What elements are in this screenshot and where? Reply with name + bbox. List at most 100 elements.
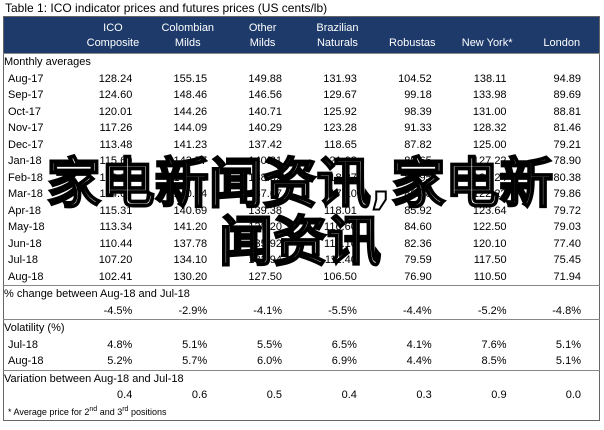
row-label: May-18 (8, 221, 45, 234)
cell: 129.67 (323, 89, 357, 102)
cell: 135.92 (248, 237, 283, 250)
cell: 79.72 (553, 204, 581, 217)
cell: 110.44 (99, 237, 133, 250)
cell: 4.1% (406, 338, 432, 351)
cell: 5.5% (256, 338, 283, 351)
cell: -4.1% (253, 304, 283, 317)
cell: 0.4 (341, 389, 357, 402)
corner-cell (3, 16, 76, 54)
cell: 99.18 (404, 89, 432, 102)
row-label: Nov-17 (8, 122, 44, 135)
cell: 130.20 (173, 270, 208, 283)
row-label: Oct-17 (8, 105, 42, 118)
section-row: % change between Aug-18 and Jul-18 (3, 285, 600, 303)
cell: 110.50 (473, 270, 507, 283)
cell: 113.48 (99, 138, 133, 151)
cell: 5.2% (107, 355, 133, 368)
cell: 115.60 (99, 155, 133, 168)
footnote-part: positions (128, 407, 167, 418)
cell: 84.60 (404, 221, 432, 234)
section-heading: % change between Aug-18 and Jul-18 (3, 285, 600, 303)
cell: 123.28 (323, 122, 357, 135)
cell: 0.9 (491, 389, 507, 402)
cell: 127.50 (248, 270, 283, 283)
cell: -4.5% (103, 304, 133, 317)
cell: 140.21 (248, 155, 283, 168)
cell: -5.5% (328, 304, 357, 317)
cell: -4.4% (402, 304, 432, 317)
cell: 106.50 (323, 270, 357, 283)
cell: 118.01 (324, 204, 357, 217)
cell: 121.08 (323, 155, 357, 168)
column-header: New York* (449, 16, 525, 54)
cell: 4.4% (406, 355, 432, 368)
cell: 140.71 (248, 105, 283, 118)
footnote-part: rd (122, 406, 129, 414)
cell: 0.6 (191, 389, 208, 402)
section-heading: Variation between Aug-18 and Jul-18 (3, 369, 600, 387)
data-row: Sep-17 124.60 148.46 146.56 129.67 99.18 133.9… (4, 87, 600, 104)
cell: 88.81 (553, 105, 581, 118)
cell: 141.20 (173, 221, 208, 234)
cell: 118.27 (324, 171, 357, 184)
data-row: Jun-18 110.44 137.78 135.92 114.10 82.36 120.1… (4, 236, 600, 253)
cell: 5.1% (555, 355, 581, 368)
cell: 133.98 (472, 89, 507, 102)
footnote-part: * Average price for 2 (8, 407, 90, 418)
cell: 79.59 (404, 254, 432, 267)
cell: 131.00 (472, 105, 507, 118)
cell: 138.11 (473, 72, 507, 85)
column-header: Robustas (374, 16, 450, 54)
cell: 116.00 (99, 171, 133, 184)
data-row: Jul-18 4.8% 5.1% 5.5% 6.5% 4.1% 7.6% 5.1% (4, 337, 600, 354)
data-row: Oct-17 120.01 144.26 140.71 125.92 98.39 131.0… (4, 104, 600, 121)
data-row: Aug-18 102.41 130.20 127.50 106.50 76.90 110.5… (4, 269, 600, 286)
cell: 82.36 (404, 237, 432, 250)
column-header: ICO Composite (75, 16, 151, 54)
cell: 6.9% (331, 355, 357, 368)
cell: 146.56 (248, 89, 283, 102)
cell: 124.60 (98, 89, 133, 102)
row-label: Mar-18 (8, 188, 43, 201)
column-header: Colombian Milds (150, 16, 226, 54)
cell: 137.78 (173, 237, 208, 250)
cell: 80.38 (553, 171, 581, 184)
data-row: Dec-17 113.48 141.23 137.42 118.65 87.82 125.0… (4, 137, 600, 154)
cell: 87.82 (404, 138, 432, 151)
row-label: Jan-18 (8, 155, 42, 168)
table-title: Table 1: ICO indicator prices and future… (5, 1, 328, 15)
cell: 123.64 (472, 204, 507, 217)
column-header: Other Milds (225, 16, 301, 54)
cell: 148.46 (173, 89, 208, 102)
data-row: -4.5% -2.9% -4.1% -5.5% -4.4% -5.2% -4.8% (4, 303, 600, 320)
column-header: London (524, 16, 600, 54)
data-row: Feb-18 116.00 141.50 138.52 118.27 86.95 124.2… (4, 170, 600, 187)
cell: 86.95 (404, 171, 432, 184)
cell: 114.07 (99, 188, 133, 201)
data-row: Aug-17 128.24 155.15 149.88 131.93 104.52 138.… (4, 71, 600, 88)
cell: 128.24 (98, 72, 133, 85)
cell: 122.22 (472, 188, 507, 201)
cell: 102.41 (98, 270, 133, 283)
cell: 141.50 (173, 171, 208, 184)
cell: 138.20 (248, 221, 283, 234)
row-label: Apr-18 (8, 204, 42, 217)
cell: 88.65 (404, 155, 432, 168)
cell: 118.65 (324, 138, 357, 151)
section-row: Volatility (%) (3, 319, 600, 337)
section-row: Variation between Aug-18 and Jul-18 (3, 369, 600, 387)
cell: 81.46 (553, 122, 581, 135)
cell: 89.69 (553, 89, 581, 102)
cell: 155.15 (173, 72, 208, 85)
cell: 139.38 (248, 204, 283, 217)
cell: 137.67 (248, 188, 283, 201)
cell: 86.58 (404, 188, 432, 201)
cell: 128.32 (472, 122, 507, 135)
cell: -4.8% (552, 304, 581, 317)
cell: 8.5% (481, 355, 507, 368)
data-row: May-18 113.34 141.20 138.20 116.60 84.60 122.5… (4, 219, 600, 236)
header-row: ICO Composite Colombian Milds Other Milds B… (3, 16, 600, 54)
row-label: Sep-17 (8, 89, 44, 102)
cell: 98.39 (404, 105, 432, 118)
cell: 0.5 (266, 389, 283, 402)
